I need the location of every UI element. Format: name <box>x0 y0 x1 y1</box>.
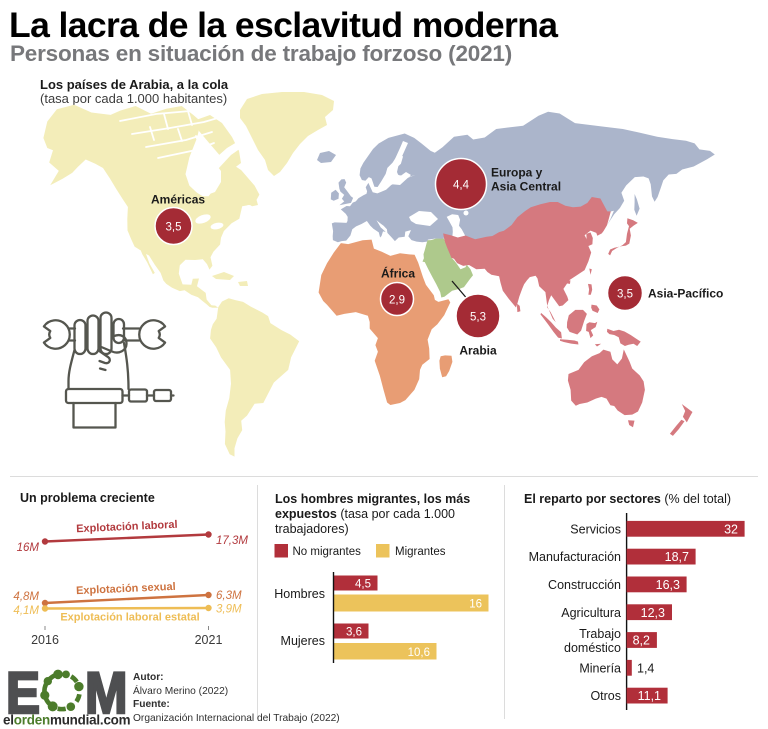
svg-text:Asia-Pacífico: Asia-Pacífico <box>648 287 723 301</box>
svg-text:4,8M: 4,8M <box>13 591 39 603</box>
svg-text:4,5: 4,5 <box>355 579 371 591</box>
svg-text:18,7: 18,7 <box>665 550 689 564</box>
svg-text:Construcción: Construcción <box>548 578 621 592</box>
svg-text:3,5: 3,5 <box>166 222 182 234</box>
svg-text:Mujeres: Mujeres <box>281 634 325 648</box>
svg-text:10,6: 10,6 <box>408 647 430 659</box>
svg-text:11,1: 11,1 <box>638 689 661 703</box>
svg-text:16,3: 16,3 <box>656 578 680 592</box>
svg-text:5,3: 5,3 <box>470 312 486 324</box>
svg-text:17,3M: 17,3M <box>216 535 248 547</box>
svg-text:doméstico: doméstico <box>564 641 621 655</box>
svg-text:4,4: 4,4 <box>453 180 470 192</box>
svg-text:32: 32 <box>724 522 738 536</box>
svg-text:3,5: 3,5 <box>617 289 633 301</box>
svg-text:E: E <box>6 664 40 726</box>
svg-text:2021: 2021 <box>195 633 223 647</box>
svg-text:Agricultura: Agricultura <box>561 606 621 620</box>
svg-text:Arabia: Arabia <box>459 344 497 358</box>
svg-text:6,3M: 6,3M <box>216 590 242 602</box>
svg-text:Migrantes: Migrantes <box>395 546 446 558</box>
svg-text:Servicios: Servicios <box>570 522 621 536</box>
svg-text:2,9: 2,9 <box>389 295 405 307</box>
svg-text:Otros: Otros <box>590 689 621 703</box>
svg-text:No migrantes: No migrantes <box>293 546 362 558</box>
svg-text:Minería: Minería <box>579 661 621 675</box>
svg-text:Hombres: Hombres <box>274 587 325 601</box>
svg-text:elordenmundial.com: elordenmundial.com <box>3 713 131 728</box>
svg-text:4,1M: 4,1M <box>13 605 39 617</box>
svg-text:1,4: 1,4 <box>637 661 654 675</box>
svg-text:Trabajo: Trabajo <box>579 627 621 641</box>
svg-text:3,6: 3,6 <box>346 627 362 639</box>
svg-text:Explotación sexual: Explotación sexual <box>76 581 176 597</box>
svg-text:Explotación laboral: Explotación laboral <box>76 519 178 535</box>
svg-text:Asia Central: Asia Central <box>491 180 561 194</box>
svg-text:Américas: Américas <box>151 193 205 207</box>
svg-text:Manufacturación: Manufacturación <box>529 550 621 564</box>
svg-text:África: África <box>381 266 415 281</box>
svg-text:Europa y: Europa y <box>491 166 543 180</box>
svg-text:8,2: 8,2 <box>633 634 650 648</box>
svg-text:Explotación laboral estatal: Explotación laboral estatal <box>60 612 199 624</box>
svg-text:M: M <box>85 664 128 726</box>
svg-text:3,9M: 3,9M <box>216 604 242 616</box>
svg-text:12,3: 12,3 <box>641 606 665 620</box>
svg-text:2016: 2016 <box>31 633 59 647</box>
svg-text:16M: 16M <box>17 542 40 554</box>
svg-text:16: 16 <box>469 599 482 611</box>
